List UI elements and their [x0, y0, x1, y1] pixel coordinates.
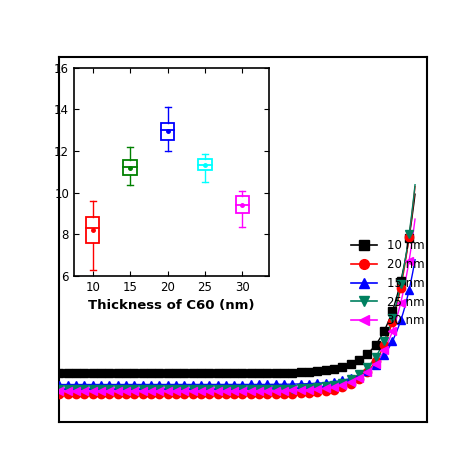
Legend: 10 nm, 20 nm, 15 nm, 25 nm, 30 nm: 10 nm, 20 nm, 15 nm, 25 nm, 30 nm [351, 239, 424, 328]
